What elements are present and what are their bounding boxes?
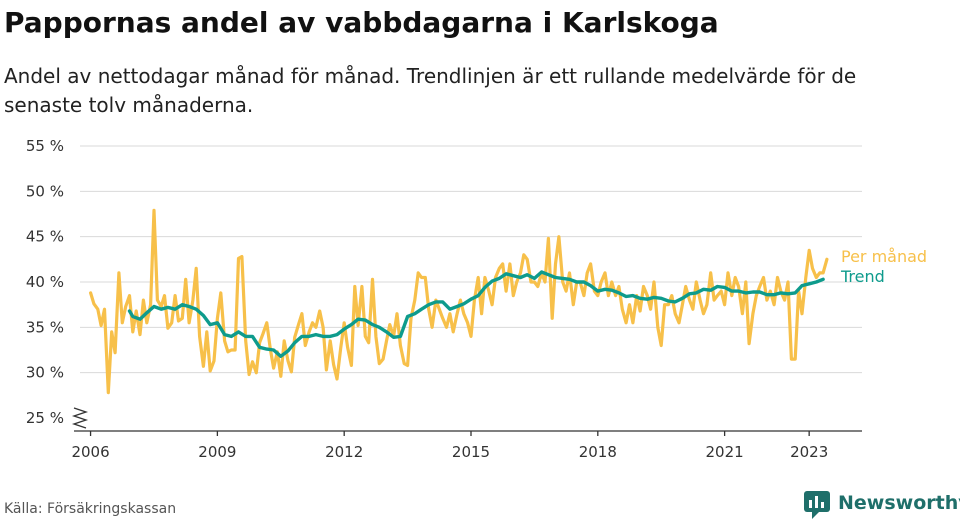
source-note: Källa: Försäkringskassan [4,501,176,517]
chart-subtitle-line-1: Andel av nettodagar månad för månad. Tre… [4,64,856,88]
x-tick-label: 2006 [71,443,109,461]
y-axis-tick-labels: 25 % 30 % 35 % 40 % 45 % 50 % 55 % [26,137,64,427]
newsworthy-logo: Newsworthy [804,491,960,519]
chart-bubble-icon [804,491,830,519]
y-tick-label: 35 % [26,318,64,336]
x-tick-label: 2018 [579,443,617,461]
x-tick-label: 2012 [325,443,363,461]
y-axis-break-marker [71,407,89,429]
y-tick-label: 40 % [26,273,64,291]
legend-label-trend: Trend [840,267,885,286]
chart-title: Pappornas andel av vabbdagarna i Karlsko… [4,6,719,39]
x-tick-label: 2015 [452,443,490,461]
y-tick-label: 30 % [26,364,64,382]
x-tick-label: 2023 [790,443,828,461]
axis-break-icon [71,407,89,429]
x-axis: 2006 2009 2012 2015 2018 2021 2023 [71,430,862,461]
y-tick-label: 50 % [26,182,64,200]
y-tick-label: 55 % [26,137,64,155]
brand-name: Newsworthy [838,492,960,514]
series-line-trend [127,270,825,358]
y-tick-label: 25 % [26,409,64,427]
x-tick-label: 2021 [706,443,744,461]
gridlines [80,145,862,374]
chart-subtitle-line-2: senaste tolv månaderna. [4,93,253,117]
series-line-per-manad [89,208,829,395]
legend-label-per-manad: Per månad [841,247,927,266]
y-tick-label: 45 % [26,228,64,246]
x-tick-label: 2009 [198,443,236,461]
